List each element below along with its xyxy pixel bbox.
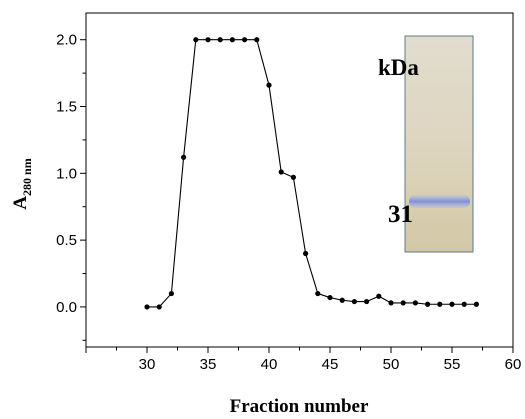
y-tick-label: 1.5 xyxy=(56,99,77,116)
data-point xyxy=(461,301,467,307)
gel-lane xyxy=(404,35,474,253)
x-tick-label: 55 xyxy=(444,356,461,373)
data-point xyxy=(156,304,162,310)
gel-band-label: 31 xyxy=(388,201,413,228)
y-tick-label: 0.5 xyxy=(56,232,77,249)
data-point xyxy=(229,37,235,43)
data-point xyxy=(266,82,272,88)
data-point xyxy=(364,298,370,305)
y-axis-title-sub: 280 nm xyxy=(20,158,34,196)
data-point xyxy=(181,154,187,160)
data-markers xyxy=(144,37,479,310)
data-point xyxy=(217,37,223,43)
data-point xyxy=(242,37,248,43)
data-point xyxy=(144,304,150,310)
data-point xyxy=(290,174,296,180)
data-point xyxy=(278,169,284,175)
y-tick-label: 0.0 xyxy=(56,299,77,316)
data-point xyxy=(168,290,174,297)
data-point xyxy=(437,301,443,307)
data-point xyxy=(412,300,418,306)
data-point xyxy=(425,301,431,307)
y-axis-title-main: A xyxy=(10,196,31,210)
x-tick-label: 30 xyxy=(139,356,156,373)
gel-unit-label: kDa xyxy=(378,55,419,80)
data-point xyxy=(449,301,455,307)
gel-band xyxy=(409,195,470,208)
series-line xyxy=(147,39,477,308)
data-point xyxy=(339,297,345,303)
x-axis-title: Fraction number xyxy=(230,396,369,417)
y-axis-title: A280 nm xyxy=(10,158,34,209)
data-point xyxy=(303,250,309,257)
y-tick-label: 1.0 xyxy=(56,165,77,182)
x-tick-label: 35 xyxy=(200,356,217,373)
data-point xyxy=(473,301,479,307)
data-point xyxy=(388,300,394,306)
data-point xyxy=(205,37,211,43)
data-point xyxy=(315,290,321,297)
x-tick-label: 40 xyxy=(261,356,278,373)
svg-text:A280 nm: A280 nm xyxy=(10,158,34,209)
data-point xyxy=(327,294,333,301)
x-tick-label: 60 xyxy=(505,356,522,373)
data-point xyxy=(351,298,357,305)
data-point xyxy=(254,37,260,43)
data-point xyxy=(193,37,199,43)
y-axis: 0.0 0.5 1.0 1.5 2.0 xyxy=(56,32,86,341)
gel-inset: kDa 31 xyxy=(378,35,474,253)
data-point xyxy=(400,300,406,306)
data-point xyxy=(376,293,382,299)
x-tick-label: 50 xyxy=(383,356,400,373)
x-tick-label: 45 xyxy=(322,356,339,373)
x-axis: 30 35 40 45 50 55 60 xyxy=(85,347,522,373)
y-tick-label: 2.0 xyxy=(56,32,77,49)
